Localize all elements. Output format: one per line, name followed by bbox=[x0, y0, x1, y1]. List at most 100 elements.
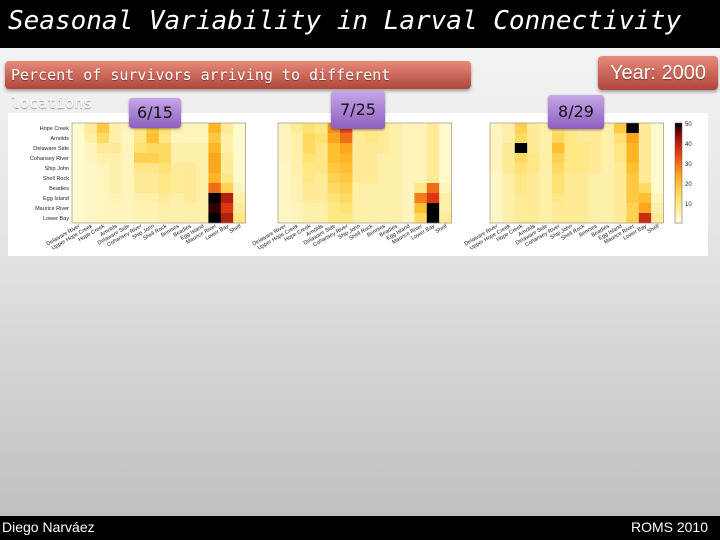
heatmap-cell bbox=[109, 133, 122, 144]
heatmap-cell bbox=[589, 143, 602, 154]
colorbar-segment bbox=[675, 148, 682, 151]
heatmap-cell bbox=[134, 193, 147, 204]
heatmap-cell bbox=[402, 183, 415, 194]
heatmap-cell bbox=[564, 183, 577, 194]
heatmap-cell bbox=[402, 213, 415, 224]
heatmap-cell bbox=[233, 183, 246, 194]
author-label: Diego Narváez bbox=[2, 519, 95, 535]
heatmap-cell bbox=[502, 193, 515, 204]
heatmap-cell bbox=[146, 203, 159, 214]
heatmap-cell bbox=[109, 193, 122, 204]
date-badge-2: 7/25 bbox=[331, 91, 385, 129]
heatmap-cell bbox=[576, 143, 590, 154]
heatmap-cell bbox=[233, 153, 246, 164]
heatmap-cell bbox=[340, 143, 353, 154]
heatmap-cell bbox=[121, 163, 135, 174]
heatmap-cell bbox=[576, 133, 590, 144]
heatmap-cell bbox=[134, 203, 147, 214]
heatmap-cell bbox=[96, 123, 110, 134]
heatmap-cell bbox=[220, 153, 234, 164]
slide-title: Seasonal Variability in Larval Connectiv… bbox=[8, 6, 682, 36]
colorbar-segment bbox=[675, 193, 682, 196]
heatmap-cell bbox=[626, 203, 639, 214]
heatmap-cell bbox=[490, 133, 503, 144]
heatmap-cell bbox=[377, 183, 390, 194]
heatmap-cell bbox=[278, 193, 291, 204]
heatmap-cell bbox=[414, 193, 427, 204]
heatmap-cell bbox=[171, 183, 184, 194]
heatmap-cell bbox=[109, 183, 122, 194]
colorbar-segment bbox=[675, 143, 682, 146]
heatmap-cell bbox=[638, 143, 652, 154]
heatmap-cell bbox=[96, 193, 110, 204]
heatmap-cell bbox=[158, 123, 172, 134]
heatmap-cell bbox=[72, 213, 85, 224]
subtitle-badge: Percent of survivors arriving to differe… bbox=[5, 61, 471, 112]
heatmap-cell bbox=[290, 173, 303, 184]
heatmap-cell bbox=[426, 173, 440, 184]
heatmap-cell bbox=[278, 123, 291, 134]
heatmap-cell bbox=[514, 193, 528, 204]
heatmap-cell bbox=[121, 153, 135, 164]
heatmap-cell bbox=[402, 133, 415, 144]
heatmap-cell bbox=[539, 163, 553, 174]
heatmap-cell bbox=[426, 183, 440, 194]
heatmap-cell bbox=[158, 213, 172, 224]
heatmap-cell bbox=[539, 213, 553, 224]
heatmap-cell bbox=[121, 193, 135, 204]
heatmap-cell bbox=[601, 183, 615, 194]
heatmap-cell bbox=[84, 133, 97, 144]
heatmap-cell bbox=[146, 173, 159, 184]
heatmap-cell bbox=[278, 133, 291, 144]
colorbar-segment bbox=[675, 140, 682, 144]
heatmap-cell bbox=[146, 153, 159, 164]
heatmap-cell bbox=[564, 203, 577, 214]
row-label: Maurice River bbox=[35, 206, 69, 212]
heatmap-cell bbox=[514, 123, 528, 134]
heatmap-cell bbox=[626, 213, 639, 224]
heatmap-cell bbox=[109, 213, 122, 224]
heatmap-cell bbox=[377, 193, 390, 204]
heatmap-cell bbox=[589, 133, 602, 144]
heatmap-cell bbox=[352, 163, 365, 174]
heatmap-cell bbox=[490, 163, 503, 174]
heatmap-cell bbox=[158, 173, 172, 184]
heatmap-cell bbox=[527, 143, 540, 154]
heatmap-cell bbox=[233, 163, 246, 174]
year-badge: Year: 2000 bbox=[598, 56, 718, 90]
heatmap-cell bbox=[302, 123, 316, 134]
heatmap-cell bbox=[589, 193, 602, 204]
heatmap-cell bbox=[626, 183, 639, 194]
heatmap-cell bbox=[601, 193, 615, 204]
heatmap-cell bbox=[315, 193, 328, 204]
heatmap-cell bbox=[614, 153, 627, 164]
row-label: Hope Creek bbox=[40, 126, 70, 132]
heatmap-cell bbox=[327, 153, 341, 164]
colorbar-tick: 10 bbox=[685, 202, 692, 208]
heatmap-cell bbox=[389, 153, 403, 164]
heatmap-cell bbox=[414, 203, 427, 214]
heatmap-cell bbox=[614, 213, 627, 224]
heatmap-cell bbox=[290, 153, 303, 164]
heatmap-cell bbox=[290, 133, 303, 144]
heatmap-cell bbox=[134, 123, 147, 134]
heatmap-cell bbox=[134, 173, 147, 184]
heatmap-cell bbox=[290, 163, 303, 174]
heatmap-cell bbox=[490, 173, 503, 184]
heatmap-cell bbox=[278, 153, 291, 164]
heatmap-cell bbox=[109, 153, 122, 164]
heatmap-cell bbox=[377, 133, 390, 144]
heatmap-cell bbox=[340, 193, 353, 204]
heatmap-cell bbox=[171, 153, 184, 164]
heatmap-cell bbox=[502, 143, 515, 154]
heatmap-cell bbox=[601, 173, 615, 184]
heatmap-cell bbox=[352, 173, 365, 184]
heatmap-cell bbox=[134, 153, 147, 164]
colorbar-segment bbox=[675, 178, 682, 181]
heatmap-cell bbox=[302, 153, 316, 164]
heatmap-cell bbox=[171, 193, 184, 204]
colorbar-segment bbox=[675, 155, 682, 159]
heatmap-cell bbox=[183, 153, 197, 164]
heatmap-cell bbox=[389, 143, 403, 154]
